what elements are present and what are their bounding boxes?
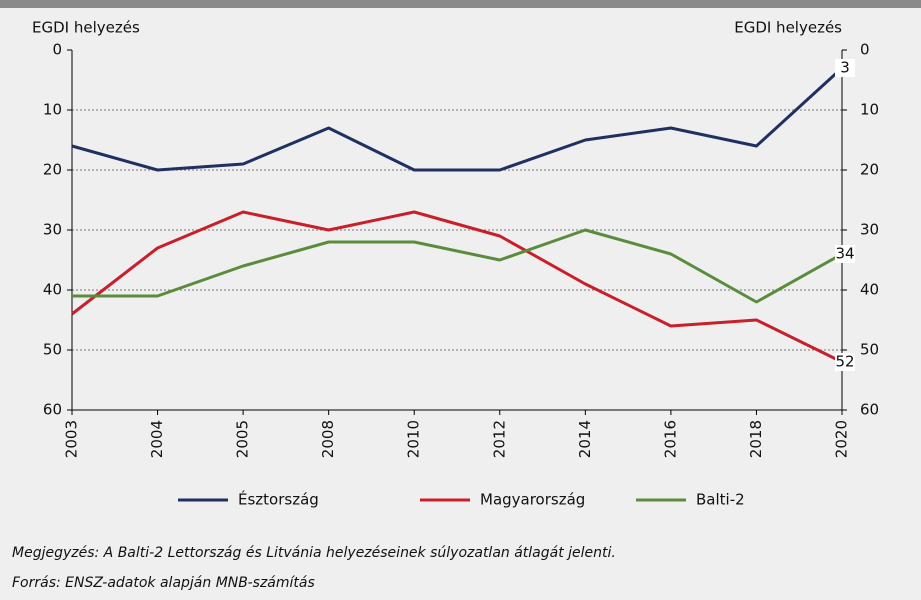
y-tick-label: 20 <box>43 161 62 179</box>
y2-tick-label: 40 <box>860 281 879 299</box>
x-tick-label: 2005 <box>234 420 252 458</box>
y2-axis-label: EGDI helyezés <box>734 19 842 37</box>
x-tick-label: 2016 <box>661 420 679 458</box>
end-label: 52 <box>835 353 854 371</box>
end-label: 34 <box>835 245 854 263</box>
x-tick-label: 2010 <box>405 420 423 458</box>
source: Forrás: ENSZ-adatok alapján MNB-számítás <box>12 575 315 591</box>
end-label: 3 <box>840 59 850 77</box>
y2-tick-label: 50 <box>860 341 879 359</box>
y-tick-label: 50 <box>43 341 62 359</box>
y2-tick-label: 20 <box>860 161 879 179</box>
legend-label: Magyarország <box>480 491 585 509</box>
y-axis-label: EGDI helyezés <box>32 19 140 37</box>
y-tick-label: 60 <box>43 401 62 419</box>
x-tick-label: 2004 <box>148 420 166 458</box>
y-tick-label: 10 <box>43 101 62 119</box>
note: Megjegyzés: A Balti-2 Lettország és Litv… <box>12 545 616 561</box>
series-line <box>72 228 843 304</box>
y-tick-label: 40 <box>43 281 62 299</box>
x-tick-label: 2008 <box>319 420 337 458</box>
x-tick-label: 2012 <box>490 420 508 458</box>
x-tick-label: 2014 <box>576 420 594 458</box>
y-tick-label: 30 <box>43 221 62 239</box>
x-tick-label: 2018 <box>747 420 765 458</box>
end-label-box <box>835 353 855 371</box>
y2-tick-label: 60 <box>860 401 879 419</box>
series-line <box>71 66 844 172</box>
series-line <box>71 210 843 364</box>
y2-tick-label: 30 <box>860 221 879 239</box>
x-tick-label: 2003 <box>63 420 81 458</box>
end-label-box <box>835 245 855 263</box>
legend-label: Észtország <box>238 490 319 509</box>
y-tick-label: 0 <box>52 41 62 59</box>
y2-tick-label: 0 <box>860 41 870 59</box>
top-strip <box>0 0 921 8</box>
end-label-box <box>835 59 855 77</box>
y2-tick-label: 10 <box>860 101 879 119</box>
legend-label: Balti-2 <box>696 491 745 509</box>
x-tick-label: 2020 <box>833 420 851 458</box>
